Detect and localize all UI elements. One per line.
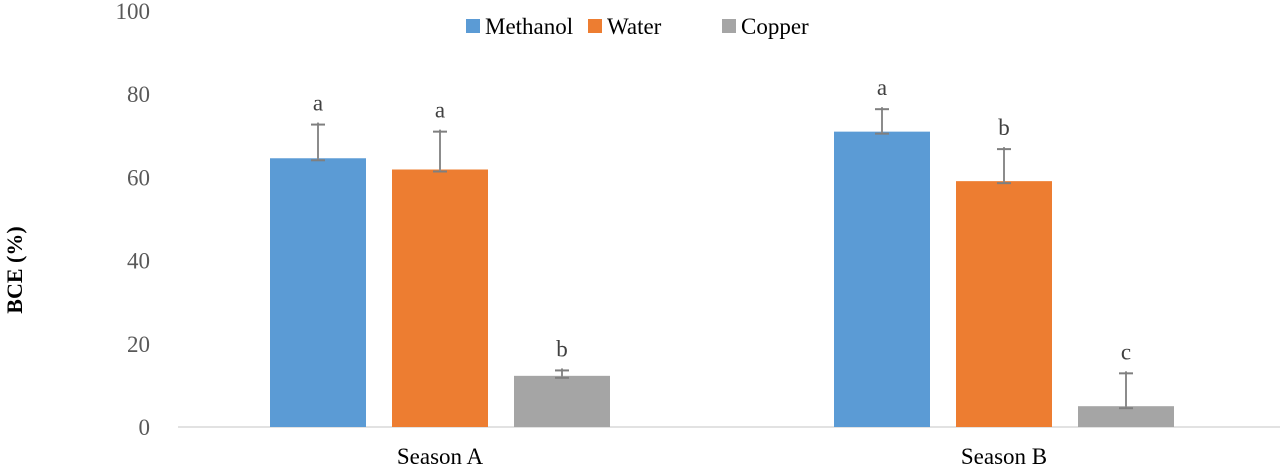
error-bar (433, 129, 447, 173)
error-bar (555, 368, 569, 379)
bar-copper (1078, 406, 1174, 427)
bar-methanol (270, 158, 366, 427)
significance-letter: b (556, 336, 568, 361)
y-tick-label: 40 (127, 249, 150, 274)
legend-label: Water (607, 14, 662, 39)
bar-copper (514, 375, 610, 427)
error-bar (997, 147, 1011, 185)
bar-water (956, 181, 1052, 427)
legend-label: Methanol (485, 14, 573, 39)
significance-letter: a (313, 91, 323, 116)
legend-item-methanol: Methanol (466, 14, 573, 39)
y-tick-label: 60 (127, 165, 150, 190)
y-tick-label: 100 (116, 0, 151, 24)
bar-water (392, 169, 488, 427)
error-bar (1119, 371, 1133, 410)
legend-swatch (466, 19, 480, 33)
error-bar (311, 122, 325, 162)
significance-letter: a (435, 98, 445, 123)
y-tick-label: 80 (127, 82, 150, 107)
legend-swatch (722, 19, 736, 33)
x-tick-label: Season B (961, 444, 1047, 468)
significance-letter: b (998, 115, 1010, 140)
legend-label: Copper (741, 14, 809, 39)
x-tick-label: Season A (397, 444, 484, 468)
bar-methanol (834, 131, 930, 427)
legend-item-copper: Copper (722, 14, 809, 39)
x-axis-labels: Season A Season B (397, 444, 1047, 469)
y-tick-label: 20 (127, 332, 150, 357)
legend-swatch (588, 19, 602, 33)
legend-item-water: Water (588, 14, 662, 39)
bars: a a a b b c (270, 75, 1174, 427)
error-bar (875, 107, 889, 135)
legend: Methanol Water Copper (466, 14, 809, 39)
y-axis-label: BCE (%) (2, 226, 27, 313)
y-axis: 0 20 40 60 80 100 (116, 0, 151, 440)
significance-letter: a (877, 75, 887, 100)
y-tick-label: 0 (139, 415, 151, 440)
significance-letter: c (1121, 339, 1131, 364)
